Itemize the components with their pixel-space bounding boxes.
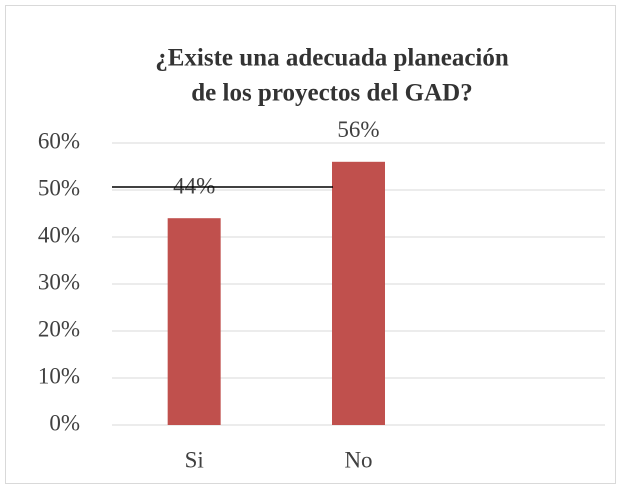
bar [167,218,221,425]
chart-title: ¿Existe una adecuada planeación [155,45,509,72]
y-tick-label: 40% [38,222,80,247]
chart-border [5,5,616,484]
y-tick-label: 60% [38,128,80,153]
y-tick-label: 10% [38,363,80,388]
x-tick-label: No [344,447,372,472]
bar [332,161,385,426]
y-tick-label: 50% [38,175,80,200]
y-tick-label: 0% [49,410,80,435]
data-label: 56% [337,117,379,142]
y-tick-label: 30% [38,269,80,294]
y-tick-label: 20% [38,316,80,341]
data-label: 44% [173,173,215,198]
chart-title: de los proyectos del GAD? [191,80,472,107]
x-tick-label: Si [185,447,204,472]
